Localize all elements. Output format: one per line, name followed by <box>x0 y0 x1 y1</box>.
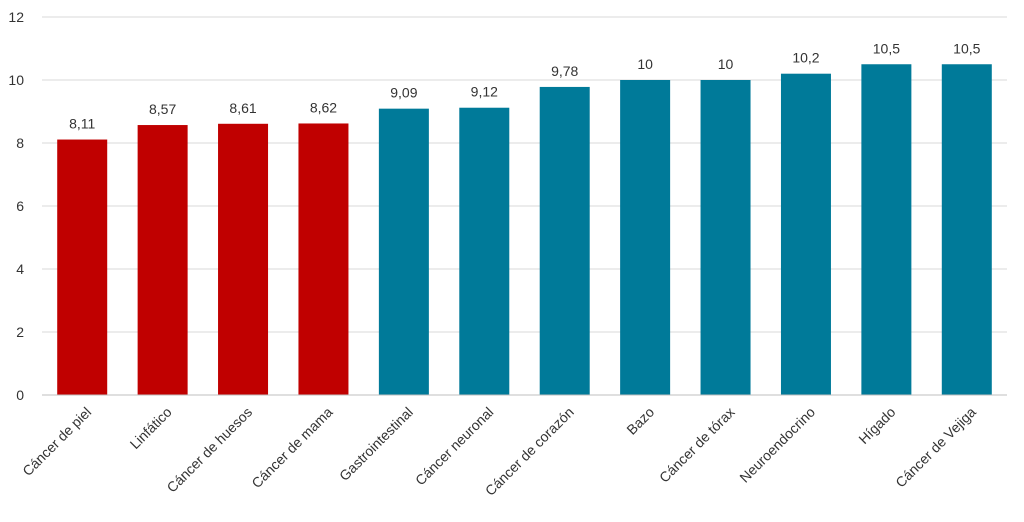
y-tick-label: 10 <box>8 72 24 88</box>
bar <box>539 86 590 396</box>
bar-value-label: 8,61 <box>229 100 256 116</box>
bar <box>700 80 751 395</box>
bar-value-label: 8,62 <box>310 99 337 115</box>
category-label: Cáncer de Vejiga <box>892 404 979 491</box>
bar-value-label: 9,12 <box>471 84 498 100</box>
category-label: Cáncer de huesos <box>163 404 255 496</box>
y-tick-label: 4 <box>16 261 24 277</box>
category-label: Hígado <box>855 404 898 447</box>
category-label: Linfático <box>127 404 175 452</box>
category-label: Cáncer de tórax <box>656 404 738 486</box>
bar <box>941 64 992 395</box>
data-labels: 8,11 8,57 8,61 8,62 9,09 9,12 9,78 10 10 10,2 10,5… <box>69 40 981 131</box>
y-tick-label: 6 <box>16 198 24 214</box>
y-tick-label: 0 <box>16 387 24 403</box>
bar <box>57 139 108 395</box>
bars <box>57 64 992 396</box>
bar-value-label: 10 <box>718 56 734 72</box>
bar <box>780 73 831 395</box>
bar <box>620 80 671 395</box>
y-axis-ticks: 0 2 4 6 8 10 12 <box>8 9 24 403</box>
category-label: Cáncer de mama <box>248 404 335 491</box>
category-label: Cáncer neuronal <box>412 404 497 489</box>
bar-value-label: 9,78 <box>551 63 578 79</box>
bar-value-label: 9,09 <box>390 85 417 101</box>
bar-value-label: 10,5 <box>873 40 900 56</box>
bar <box>459 107 510 395</box>
bar-value-label: 8,11 <box>69 116 95 132</box>
category-label: Cáncer de piel <box>19 404 94 479</box>
bar <box>298 123 349 395</box>
category-label: Gastrointestinal <box>336 404 416 484</box>
y-tick-label: 2 <box>16 324 24 340</box>
y-tick-label: 8 <box>16 135 24 151</box>
gridlines <box>42 16 1007 333</box>
bar <box>137 125 188 396</box>
bar <box>378 108 429 395</box>
bar-value-label: 10 <box>637 56 653 72</box>
bar <box>861 64 912 395</box>
category-label: Neuroendocrino <box>736 404 818 486</box>
category-label: Bazo <box>623 404 657 438</box>
category-label: Cáncer de corazón <box>482 404 577 499</box>
bar-value-label: 10,5 <box>953 40 980 56</box>
bar-value-label: 10,2 <box>792 50 819 66</box>
y-tick-label: 12 <box>8 9 24 25</box>
bar-value-label: 8,57 <box>149 101 176 117</box>
bar <box>218 123 269 395</box>
